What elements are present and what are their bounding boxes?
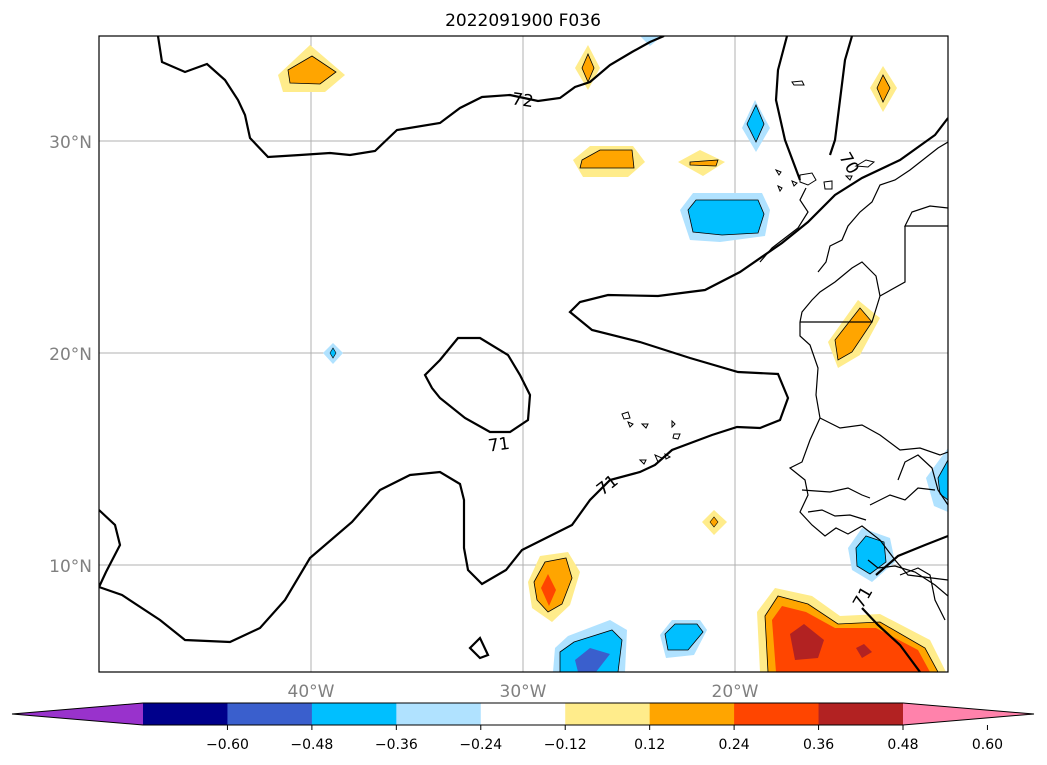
- gridlines: [99, 36, 948, 672]
- lon-label-30w: 30°W: [500, 682, 547, 702]
- colorbar-segment: [311, 703, 397, 725]
- contour-label-71-c: 71: [849, 583, 877, 612]
- colorbar-segment: [227, 703, 313, 725]
- contour-lines: [99, 36, 948, 672]
- contour-label-71-b: 71: [593, 471, 622, 500]
- colorbar-tick-label: −0.60: [206, 737, 249, 753]
- colorbar-tick-label: 0.48: [887, 737, 918, 753]
- colorbar-tick-label: −0.36: [375, 737, 418, 753]
- contour-label-72: 72: [511, 89, 535, 112]
- colorbar-segment: [565, 703, 651, 725]
- colorbar-segment: [396, 703, 482, 725]
- contour-label-70: 70: [834, 149, 862, 178]
- colorbar-extend-max: [903, 703, 1034, 725]
- colorbar-tick-label: −0.12: [544, 737, 587, 753]
- colorbar-tick-label: −0.24: [459, 737, 502, 753]
- colorbar-tick-label: −0.48: [290, 737, 333, 753]
- colorbar-segment: [649, 703, 735, 725]
- contour-label-71-a: 71: [487, 434, 511, 457]
- lon-label-20w: 20°W: [712, 682, 759, 702]
- colorbar: −0.60 −0.48 −0.36 −0.24 −0.12 0.12 0.24 0.36 0.4…: [11, 702, 1035, 753]
- colorbar-tick-label: 0.12: [634, 737, 665, 753]
- colorbar-tick-label: 0.60: [972, 737, 1003, 753]
- colorbar-segment: [818, 703, 904, 725]
- lat-label-10n: 10°N: [49, 557, 92, 577]
- colorbar-tick-label: 0.24: [719, 737, 750, 753]
- colorbar-outline: [11, 702, 1035, 726]
- coastlines: [759, 141, 948, 621]
- lat-label-30n: 30°N: [49, 133, 92, 153]
- colorbar-segment: [480, 703, 566, 725]
- shaded-anomalies: [278, 36, 948, 672]
- map-title: 2022091900 F036: [445, 11, 601, 31]
- map-area: 72 70 71 71 71: [99, 36, 948, 672]
- colorbar-segment: [734, 703, 820, 725]
- colorbar-segment: [143, 703, 228, 725]
- map-frame: [98, 35, 949, 673]
- lat-label-20n: 20°N: [49, 345, 92, 365]
- contour-labels: 72 70 71 71 71: [487, 89, 877, 612]
- colorbar-extend-min: [12, 703, 143, 725]
- lon-label-40w: 40°W: [288, 682, 335, 702]
- colorbar-tick-label: 0.36: [803, 737, 834, 753]
